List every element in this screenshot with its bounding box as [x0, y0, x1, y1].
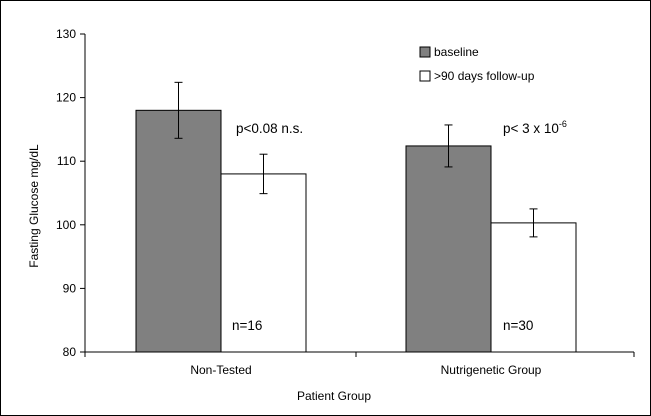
legend-label-follow-up: >90 days follow-up	[434, 69, 535, 83]
y-tick-label-90: 90	[63, 281, 77, 295]
x-tick-label-0: Non-Tested	[190, 363, 251, 377]
legend: baseline >90 days follow-up	[419, 45, 535, 83]
y-tick-label-80: 80	[63, 345, 77, 359]
y-tick-label-120: 120	[56, 91, 76, 105]
sample-size-label-0: n=16	[232, 318, 262, 333]
p-value-annotation-0: p<0.08 n.s.	[236, 121, 303, 136]
x-axis-title: Patient Group	[297, 389, 371, 403]
error-bars-layer	[174, 81, 538, 238]
legend-swatch-follow-up	[419, 70, 431, 82]
p-value-exponent-1: -6	[559, 119, 567, 129]
sample-size-label-1: n=30	[503, 318, 533, 333]
bar-follow-up-1	[490, 222, 577, 353]
x-tick-label-1: Nutrigenetic Group	[441, 363, 542, 377]
bar-follow-up-0	[220, 173, 307, 353]
p-value-annotation-1: p< 3 x 10-6	[503, 119, 567, 136]
legend-swatch-baseline	[419, 46, 431, 58]
legend-label-baseline: baseline	[434, 45, 479, 59]
y-axis-title: Fasting Glucose mg/dL	[27, 144, 41, 268]
axes-layer	[80, 33, 635, 357]
y-tick-label-130: 130	[56, 27, 76, 41]
y-tick-label-100: 100	[56, 218, 76, 232]
y-tick-label-110: 110	[57, 154, 76, 168]
labels-layer: 80 90 100 110 120 130 Non-Tested Nutrigenetic G…	[56, 27, 567, 377]
bar-baseline-0	[135, 109, 222, 353]
bar-baseline-1	[405, 145, 492, 353]
